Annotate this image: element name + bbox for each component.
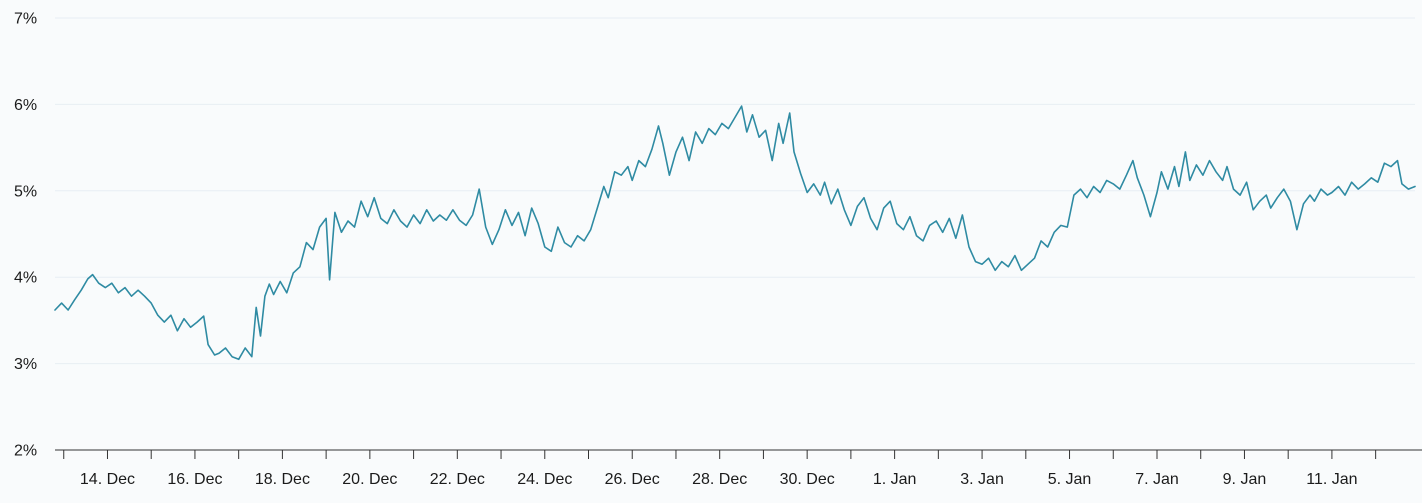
- y-axis-label: 4%: [14, 270, 37, 287]
- y-axis-label: 2%: [14, 443, 37, 460]
- x-axis-label: 24. Dec: [517, 471, 572, 488]
- x-axis-label: 26. Dec: [605, 471, 660, 488]
- x-axis-label: 5. Jan: [1048, 471, 1092, 488]
- x-axis-label: 28. Dec: [692, 471, 747, 488]
- x-axis-label: 30. Dec: [780, 471, 835, 488]
- x-axis-label: 9. Jan: [1223, 471, 1267, 488]
- y-axis-label: 6%: [14, 97, 37, 114]
- x-axis-label: 22. Dec: [430, 471, 485, 488]
- x-axis-label: 14. Dec: [80, 471, 135, 488]
- x-axis-label: 1. Jan: [873, 471, 917, 488]
- x-axis-label: 18. Dec: [255, 471, 310, 488]
- x-axis-label: 3. Jan: [960, 471, 1004, 488]
- y-axis-label: 7%: [14, 11, 37, 28]
- x-axis-label: 16. Dec: [167, 471, 222, 488]
- x-axis-label: 11. Jan: [1306, 471, 1357, 488]
- y-axis-label: 5%: [14, 183, 37, 200]
- series-line: [54, 105, 1416, 361]
- x-axis-label: 7. Jan: [1135, 471, 1179, 488]
- y-axis-label: 3%: [14, 356, 37, 373]
- x-axis-label: 20. Dec: [342, 471, 397, 488]
